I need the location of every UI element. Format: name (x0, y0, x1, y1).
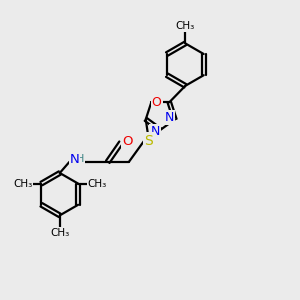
Text: H: H (76, 154, 84, 164)
Text: CH₃: CH₃ (13, 178, 32, 189)
Text: CH₃: CH₃ (176, 21, 195, 31)
Text: O: O (152, 96, 161, 109)
Text: N: N (165, 111, 174, 124)
Text: O: O (122, 135, 133, 148)
Text: CH₃: CH₃ (87, 178, 106, 189)
Text: S: S (144, 134, 152, 148)
Text: CH₃: CH₃ (50, 228, 69, 238)
Text: N: N (150, 125, 160, 138)
Text: N: N (70, 153, 80, 166)
